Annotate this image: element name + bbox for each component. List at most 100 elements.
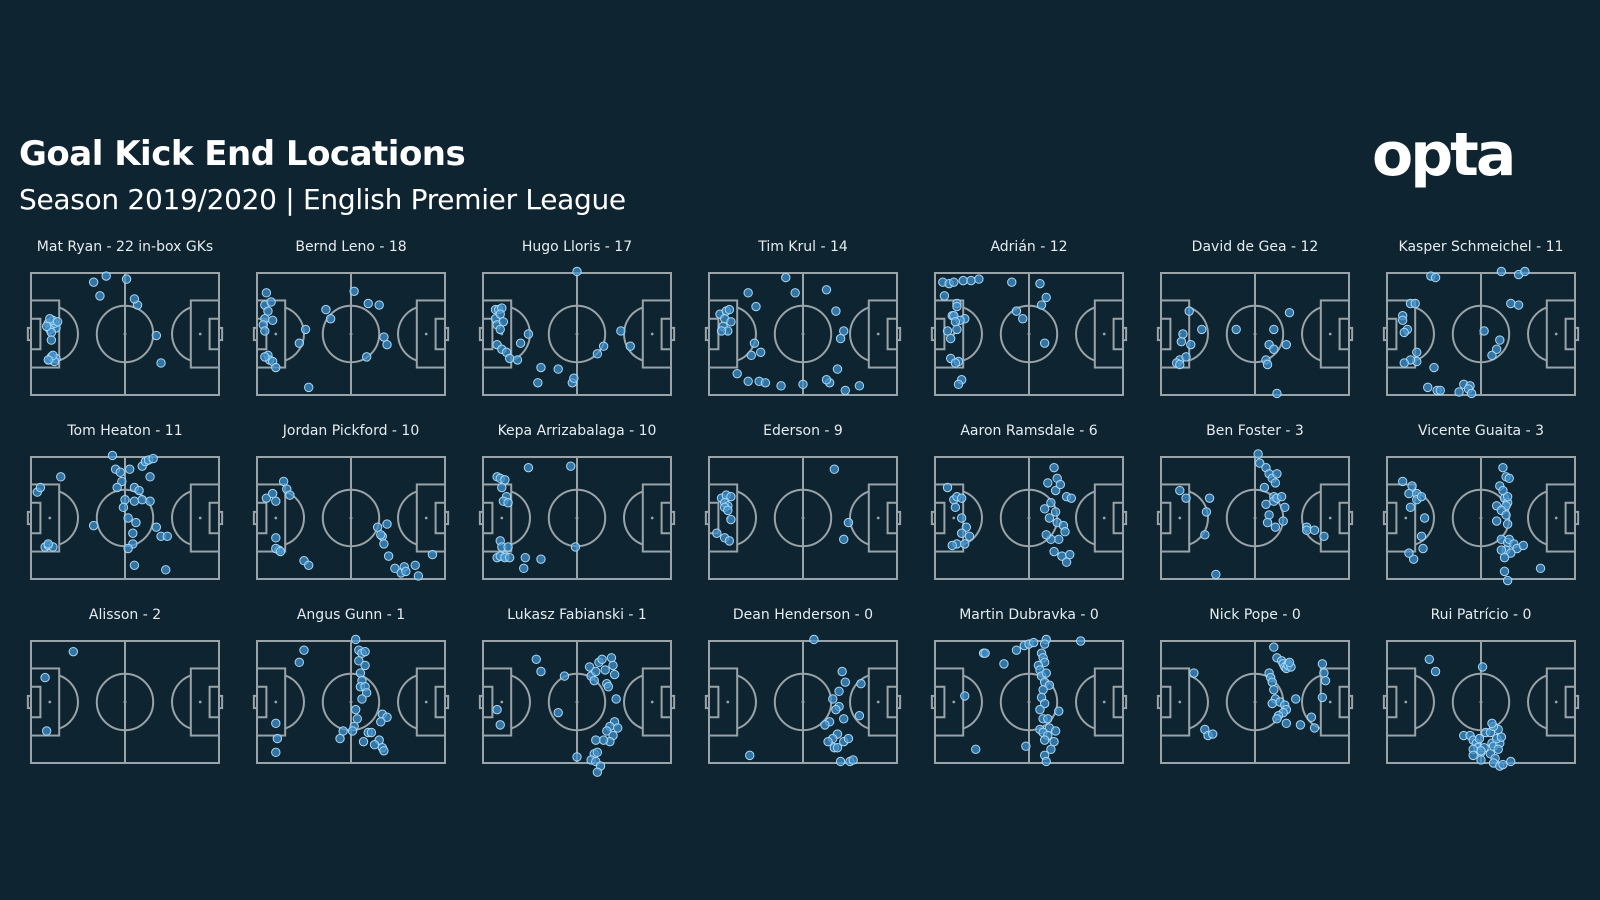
- goal-kick-end-point: [112, 482, 122, 493]
- six-yard-box: [886, 501, 898, 535]
- goal-kick-end-point: [536, 554, 546, 564]
- six-yard-box: [1160, 685, 1172, 719]
- goal-kick-end-point: [1430, 272, 1441, 283]
- goal: [896, 326, 902, 342]
- centre-circle: [321, 304, 381, 364]
- penalty-spot: [424, 700, 428, 704]
- penalty-box: [415, 483, 446, 553]
- penalty-spot: [500, 700, 504, 704]
- six-yard-box: [934, 317, 946, 351]
- centre-spot: [1027, 332, 1031, 336]
- goal-kick-end-point: [1066, 493, 1077, 503]
- goal-kick-end-point: [1262, 517, 1273, 528]
- goal-kick-end-point: [1270, 522, 1281, 532]
- goal-kick-end-point: [854, 711, 865, 721]
- goal: [26, 510, 32, 526]
- goal-kick-end-point: [285, 490, 295, 500]
- penalty-spot: [1102, 516, 1106, 520]
- goal-kick-end-point: [823, 736, 833, 747]
- six-yard-box: [1338, 685, 1350, 719]
- goal-kick-end-point: [569, 373, 579, 383]
- penalty-spot: [198, 516, 202, 520]
- penalty-arc: [58, 306, 79, 362]
- panel-title: Jordan Pickford - 10: [282, 423, 419, 439]
- penalty-spot: [424, 516, 428, 520]
- goal-kick-end-point: [1419, 513, 1430, 523]
- goal-kick-end-point: [1520, 266, 1530, 277]
- goal-kick-end-point: [101, 271, 111, 281]
- centre-circle: [547, 304, 607, 364]
- goal-kick-end-point: [351, 704, 361, 715]
- panel-title: Rui Patrício - 0: [1431, 607, 1532, 623]
- goal-kick-end-point: [1036, 300, 1047, 310]
- goal-kick-end-point: [520, 552, 530, 563]
- penalty-box: [708, 667, 739, 737]
- goal-kick-end-point: [840, 677, 850, 687]
- goal-kick-end-point: [1044, 680, 1055, 690]
- goal-kick-end-point: [515, 338, 526, 348]
- goal-kick-end-point: [134, 485, 144, 496]
- panel-title: Adrián - 12: [990, 239, 1067, 255]
- goal-kick-end-point: [361, 688, 372, 698]
- penalty-arc: [58, 490, 79, 546]
- goal-kick-end-point: [960, 539, 970, 549]
- goal: [1574, 694, 1580, 710]
- goal-kick-end-point: [609, 669, 620, 680]
- goal-kick-end-point: [589, 675, 599, 686]
- six-yard-box: [30, 501, 42, 535]
- goal-kick-end-point: [504, 552, 515, 563]
- panel-title: Bernd Leno - 18: [295, 239, 406, 255]
- goal-kick-end-point: [1261, 499, 1271, 509]
- goal-kick-end-point: [115, 467, 126, 477]
- goal-kick-end-point: [608, 660, 618, 671]
- panel-title: Ben Foster - 3: [1206, 423, 1304, 439]
- goal-kick-end-point: [390, 563, 400, 574]
- penalty-arc: [284, 306, 305, 362]
- goal-kick-end-point: [1295, 720, 1306, 730]
- goal-kick-end-point: [1267, 698, 1277, 709]
- opta-logo: opta: [1372, 120, 1516, 190]
- goal-kick-end-point: [834, 686, 844, 697]
- goal-kick-end-point: [117, 476, 127, 487]
- goal-kick-end-point: [790, 288, 800, 298]
- goal: [444, 326, 450, 342]
- goal-kick-end-point: [756, 347, 766, 357]
- pitch-panel: Nick Pope - 0: [1156, 607, 1354, 764]
- six-yard-box: [256, 501, 268, 535]
- goal-kick-end-point: [732, 368, 742, 379]
- goal: [218, 510, 224, 526]
- six-yard-box: [1386, 685, 1398, 719]
- six-yard-box: [482, 501, 494, 535]
- goal-kick-end-point: [942, 482, 953, 493]
- goal: [478, 694, 485, 710]
- penalty-spot: [876, 700, 880, 704]
- pitch-panel: Ben Foster - 3: [1156, 423, 1354, 580]
- penalty-box: [1545, 483, 1577, 553]
- goal-kick-end-point: [1272, 469, 1282, 479]
- goal-kick-end-point: [497, 482, 507, 493]
- six-yard-box: [1564, 317, 1576, 351]
- penalty-spot: [1328, 700, 1332, 704]
- goal-kick-end-point: [148, 453, 158, 464]
- goal-kick-end-point: [953, 379, 964, 390]
- goal-kick-end-point: [495, 720, 505, 730]
- penalty-spot: [1102, 700, 1106, 704]
- six-yard-box: [1386, 501, 1398, 535]
- goal-kick-end-point: [1276, 491, 1287, 502]
- goal-kick-end-point: [1423, 382, 1433, 393]
- penalty-arc: [171, 306, 192, 362]
- goal: [478, 510, 485, 526]
- goal-kick-end-point: [600, 665, 610, 675]
- goal-kick-end-point: [712, 528, 722, 538]
- goal-kick-end-point: [1281, 718, 1292, 729]
- goal-kick-end-point: [271, 533, 281, 543]
- goal-kick-end-point: [566, 461, 576, 471]
- goal-kick-end-point: [751, 301, 761, 312]
- goal: [1122, 694, 1128, 710]
- pitch-panel: Angus Gunn - 1: [252, 607, 450, 764]
- goal-kick-end-point: [129, 496, 140, 506]
- goal-kick-end-point: [961, 522, 972, 532]
- goal: [1122, 326, 1128, 342]
- goal: [1574, 326, 1580, 342]
- goal-kick-end-point: [572, 752, 582, 762]
